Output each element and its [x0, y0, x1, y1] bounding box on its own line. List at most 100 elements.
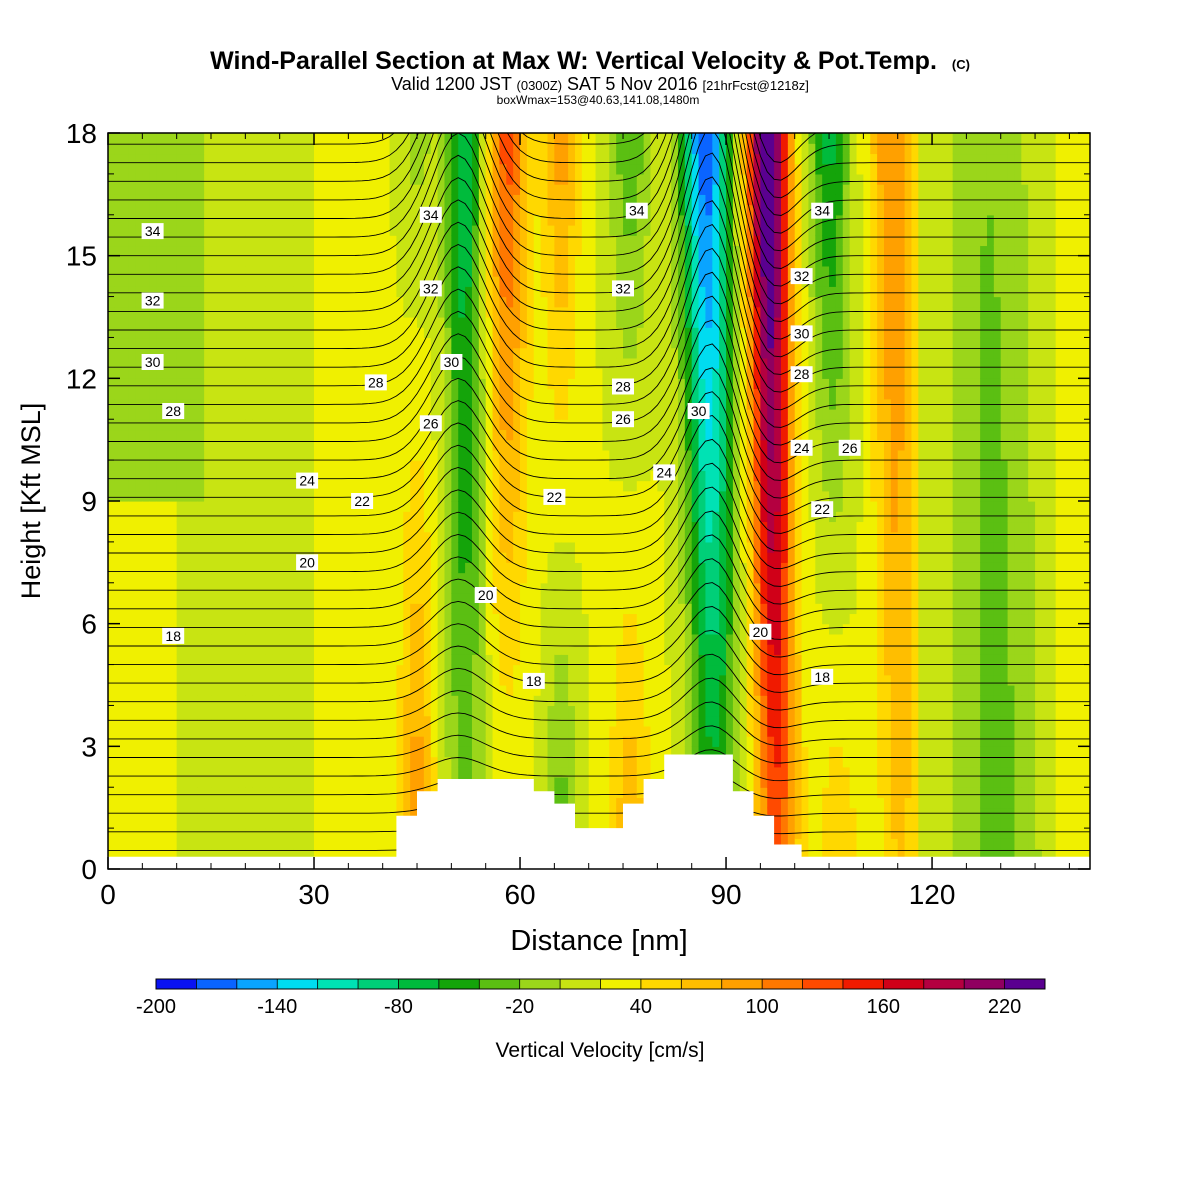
- velocity-cell: [574, 163, 583, 175]
- velocity-cell: [451, 225, 459, 236]
- velocity-cell: [430, 725, 439, 737]
- velocity-cell: [554, 725, 562, 737]
- velocity-cell: [492, 317, 501, 328]
- velocity-cell: [183, 521, 192, 533]
- velocity-cell: [259, 173, 267, 185]
- velocity-cell: [485, 623, 494, 635]
- velocity-cell: [375, 756, 384, 768]
- velocity-cell: [368, 756, 377, 768]
- velocity-cell: [231, 746, 240, 758]
- velocity-cell: [547, 153, 555, 165]
- velocity-cell: [368, 245, 377, 257]
- velocity-cell: [471, 245, 480, 257]
- velocity-cell: [231, 838, 240, 850]
- velocity-cell: [114, 429, 123, 441]
- velocity-cell: [362, 511, 370, 523]
- velocity-cell: [162, 848, 171, 860]
- velocity-cell: [554, 552, 562, 563]
- velocity-cell: [396, 562, 404, 574]
- velocity-cell: [183, 368, 192, 379]
- velocity-cell: [238, 633, 246, 645]
- velocity-cell: [307, 756, 315, 768]
- velocity-cell: [293, 255, 301, 267]
- velocity-cell: [108, 521, 116, 533]
- velocity-cell: [499, 296, 507, 308]
- velocity-cell: [396, 419, 404, 431]
- velocity-cell: [362, 235, 370, 247]
- velocity-cell: [183, 286, 192, 298]
- velocity-cell: [547, 286, 555, 298]
- velocity-cell: [245, 306, 253, 318]
- velocity-cell: [485, 674, 494, 686]
- velocity-cell: [478, 133, 487, 144]
- velocity-cell: [204, 296, 212, 308]
- velocity-cell: [451, 184, 459, 195]
- velocity-cell: [286, 797, 295, 809]
- velocity-cell: [478, 460, 487, 471]
- velocity-cell: [245, 153, 253, 165]
- velocity-cell: [355, 317, 363, 328]
- velocity-cell: [375, 746, 384, 758]
- velocity-cell: [423, 541, 432, 553]
- velocity-cell: [574, 409, 583, 420]
- velocity-cell: [156, 521, 164, 533]
- velocity-cell: [547, 695, 555, 707]
- velocity-cell: [265, 306, 274, 318]
- velocity-cell: [499, 398, 507, 410]
- velocity-cell: [485, 214, 494, 226]
- velocity-cell: [533, 184, 542, 195]
- velocity-cell: [341, 245, 349, 257]
- velocity-cell: [334, 429, 343, 441]
- velocity-cell: [327, 828, 336, 839]
- velocity-cell: [348, 470, 356, 482]
- velocity-cell: [574, 593, 583, 604]
- velocity-cell: [334, 286, 343, 298]
- velocity-cell: [211, 133, 219, 144]
- velocity-cell: [314, 225, 322, 236]
- velocity-cell: [142, 501, 150, 512]
- velocity-cell: [238, 838, 246, 850]
- velocity-cell: [561, 501, 569, 512]
- velocity-cell: [526, 501, 535, 512]
- velocity-cell: [355, 265, 363, 277]
- velocity-cell: [135, 715, 143, 727]
- velocity-cell: [471, 736, 480, 747]
- velocity-cell: [279, 265, 288, 277]
- velocity-cell: [176, 674, 185, 686]
- velocity-cell: [252, 531, 260, 543]
- velocity-cell: [286, 674, 295, 686]
- velocity-cell: [513, 603, 521, 615]
- velocity-cell: [506, 736, 514, 747]
- velocity-cell: [259, 378, 267, 390]
- velocity-cell: [183, 817, 192, 829]
- velocity-cell: [224, 153, 233, 165]
- velocity-cell: [121, 613, 130, 625]
- velocity-cell: [272, 787, 281, 799]
- velocity-cell: [533, 214, 542, 226]
- velocity-cell: [554, 766, 562, 778]
- velocity-cell: [327, 664, 336, 676]
- velocity-cell: [423, 439, 432, 451]
- velocity-cell: [540, 541, 549, 553]
- velocity-cell: [362, 317, 370, 328]
- velocity-cell: [135, 746, 143, 758]
- velocity-cell: [561, 756, 569, 768]
- velocity-cell: [327, 756, 336, 768]
- velocity-cell: [382, 541, 391, 553]
- velocity-cell: [135, 449, 143, 461]
- velocity-cell: [396, 725, 404, 737]
- velocity-cell: [252, 613, 260, 625]
- velocity-cell: [245, 654, 253, 666]
- velocity-cell: [492, 225, 501, 236]
- velocity-cell: [403, 276, 411, 287]
- velocity-cell: [492, 511, 501, 523]
- velocity-cell: [224, 409, 233, 420]
- velocity-cell: [368, 429, 377, 441]
- velocity-cell: [245, 756, 253, 768]
- velocity-cell: [574, 143, 583, 155]
- velocity-cell: [176, 225, 185, 236]
- velocity-cell: [231, 511, 240, 523]
- velocity-cell: [430, 644, 439, 655]
- velocity-cell: [368, 797, 377, 809]
- velocity-cell: [114, 439, 123, 451]
